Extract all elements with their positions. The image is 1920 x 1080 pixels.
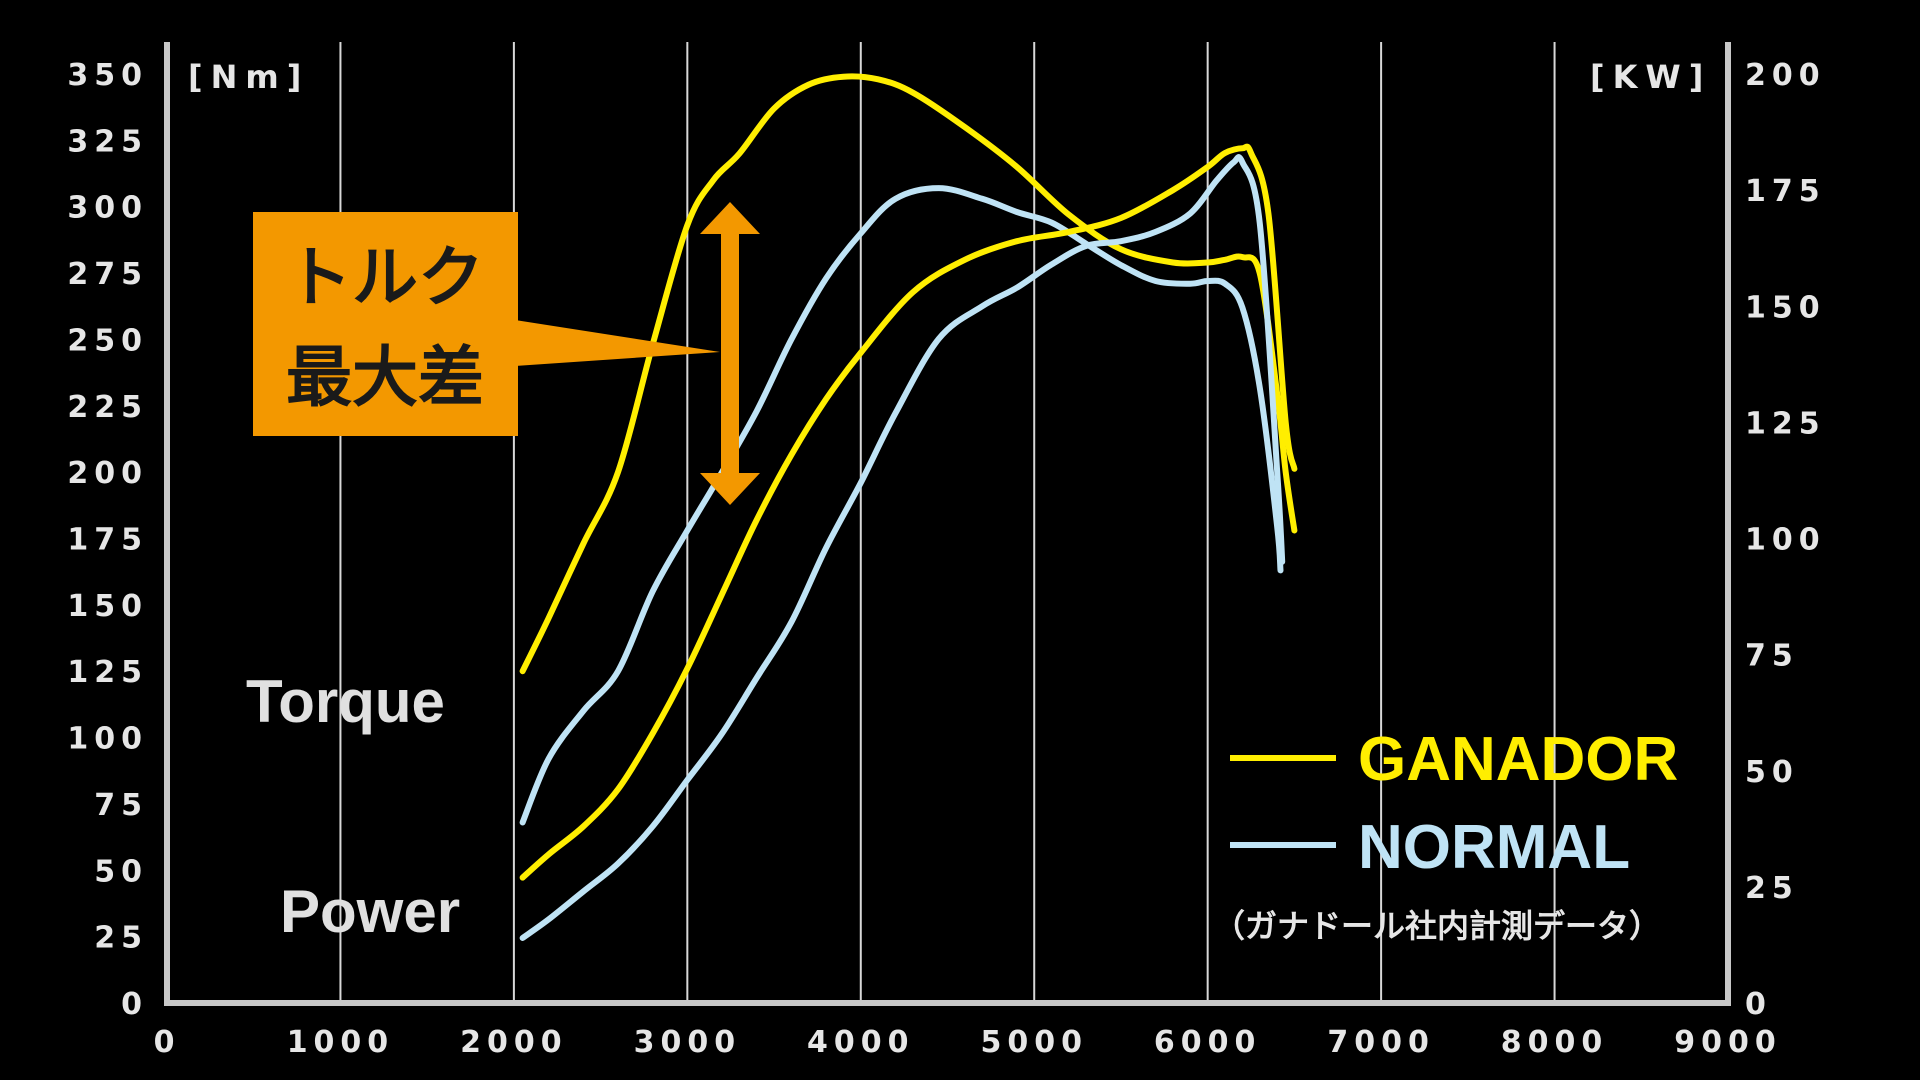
- y-right-tick-label-175: 175: [1745, 174, 1826, 209]
- callout-box: [253, 212, 518, 436]
- torque-label: Torque: [246, 668, 445, 735]
- legend: GANADOR NORMAL （ガナドール社内計測データ）: [1213, 725, 1678, 945]
- callout-line1: トルク: [286, 239, 484, 316]
- y-left-tick-label-75: 75: [94, 788, 148, 823]
- y-left-tick-label-175: 175: [67, 523, 148, 558]
- y-left-tick-label-150: 150: [67, 589, 148, 624]
- left-unit-label: [Nm]: [188, 58, 309, 96]
- y-right-tick-label-125: 125: [1745, 406, 1826, 441]
- y-left-tick-label-125: 125: [67, 655, 148, 690]
- callout-pointer: [515, 320, 720, 366]
- y-right-tick-label-100: 100: [1745, 523, 1826, 558]
- y-right-tick-label-200: 200: [1745, 58, 1826, 93]
- y-left-tick-label-225: 225: [67, 390, 148, 425]
- x-tick-label-1000: 1000: [287, 1025, 395, 1060]
- y-right-tick-label-150: 150: [1745, 290, 1826, 325]
- arrow-head-top: [700, 202, 760, 234]
- x-tick-label-9000: 9000: [1674, 1025, 1782, 1060]
- x-tick-label-2000: 2000: [460, 1025, 568, 1060]
- x-tick-label-3000: 3000: [634, 1025, 742, 1060]
- y-left-tick-label-275: 275: [67, 257, 148, 292]
- x-tick-label-6000: 6000: [1154, 1025, 1262, 1060]
- right-unit-label: [KW]: [1590, 58, 1711, 96]
- series-layer: [519, 73, 1298, 941]
- legend-label-ganador: GANADOR: [1358, 725, 1678, 794]
- y-right-tick-label-25: 25: [1745, 871, 1799, 906]
- callout-arrow: [700, 202, 760, 505]
- y-right-tick-label-50: 50: [1745, 755, 1799, 790]
- y-right-tick-label-75: 75: [1745, 639, 1799, 674]
- y-left-tick-label-25: 25: [94, 921, 148, 956]
- y-left-tick-label-100: 100: [67, 722, 148, 757]
- x-tick-label-8000: 8000: [1501, 1025, 1609, 1060]
- series-line-normal-power: [519, 154, 1286, 941]
- y-left-tick-label-0: 0: [121, 987, 148, 1022]
- series-line-ganador-torque: [519, 73, 1298, 675]
- measurement-note: （ガナドール社内計測データ）: [1213, 907, 1661, 945]
- legend-label-normal: NORMAL: [1358, 813, 1630, 882]
- y-right-tick-label-0: 0: [1745, 987, 1772, 1022]
- x-tick-label-0: 0: [154, 1025, 181, 1060]
- callout-line2: 最大差: [286, 339, 484, 416]
- series-line-ganador-power: [519, 143, 1298, 881]
- y-left-tick-label-325: 325: [67, 124, 148, 159]
- y-left-tick-label-350: 350: [67, 58, 148, 93]
- x-tick-label-4000: 4000: [807, 1025, 915, 1060]
- torque-max-diff-callout: トルク 最大差: [253, 212, 720, 436]
- y-left-tick-label-300: 300: [67, 191, 148, 226]
- grid-layer: [339, 42, 1556, 1003]
- power-label: Power: [280, 878, 460, 945]
- arrow-head-bottom: [700, 473, 760, 505]
- y-left-tick-label-250: 250: [67, 323, 148, 358]
- series-line-normal-torque: [519, 185, 1284, 826]
- x-tick-label-7000: 7000: [1327, 1025, 1435, 1060]
- axis-layer: 0 1000 2000 3000 4000 5000 6000 7000 8000 9000025…: [67, 42, 1826, 1060]
- x-tick-label-5000: 5000: [980, 1025, 1088, 1060]
- y-left-tick-label-50: 50: [94, 854, 148, 889]
- arrow-shaft: [721, 232, 739, 475]
- y-left-tick-label-200: 200: [67, 456, 148, 491]
